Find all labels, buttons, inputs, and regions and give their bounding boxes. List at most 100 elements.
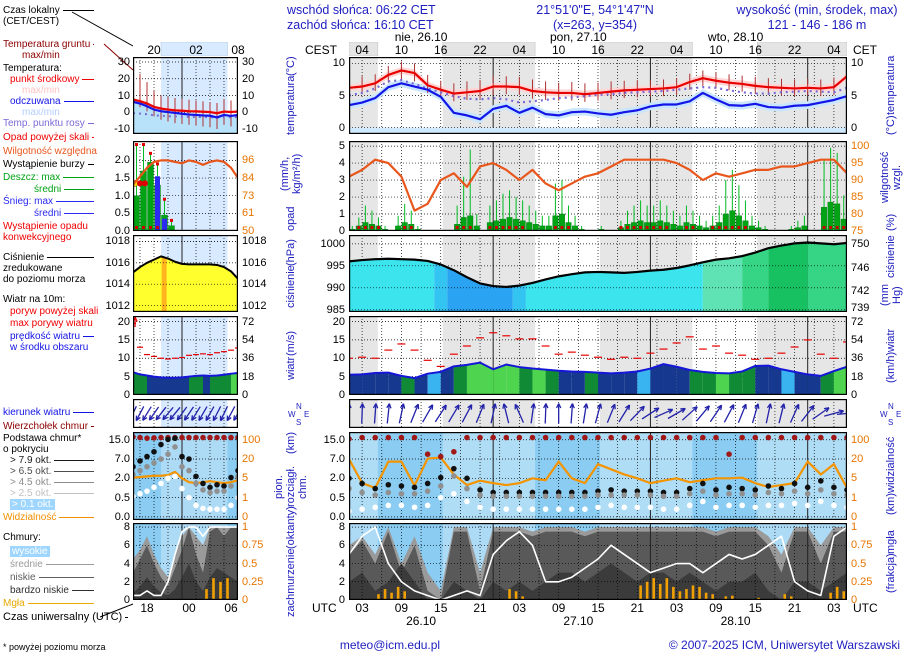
axis-tick: 6 <box>123 539 130 552</box>
altitude-info: wysokość (min, środek, max) 121 - 146 - … <box>728 3 906 33</box>
axis-tick: 20 <box>242 72 255 85</box>
sidebar-label: bardzo niskie <box>10 585 94 596</box>
hour-label-utc: 15 <box>591 601 605 615</box>
sidebar-label: Wystąpienie opadu <box>3 221 88 232</box>
mini-time-header-strip <box>133 42 238 56</box>
contact-email-wrap: meteo@icm.edu.pl <box>310 638 470 652</box>
sidebar-label: > 7.9 okt. <box>10 455 94 466</box>
axis-tick: 0.5 <box>242 557 258 570</box>
mini-precipitation-panel <box>133 141 238 231</box>
hour-label-cest: 04 <box>512 43 527 57</box>
axis-tick: 8 <box>338 521 345 534</box>
axis-tick: 72 <box>851 315 864 328</box>
mini-wind-direction-panel <box>133 399 238 428</box>
axis-tick: 1016 <box>242 256 267 269</box>
time-header-strip <box>349 42 847 56</box>
axis-tick: 7.0 <box>329 453 345 466</box>
sidebar-label: (CET/CEST) <box>3 16 60 27</box>
hour-label-utc: 03 <box>512 601 527 615</box>
day-label: nie, 26.10 <box>394 30 448 44</box>
tz-label-utc-right: UTC <box>853 601 878 615</box>
tz-label-cet: CET <box>853 43 877 57</box>
main-precipitation-panel <box>349 141 847 231</box>
sidebar-label: Temperatura: <box>3 63 62 74</box>
sidebar-label: > 4.5 okt. <box>10 477 94 488</box>
axis-tick: 990 <box>326 281 345 294</box>
axis-tick: 85 <box>851 191 864 204</box>
axis-tick: -10 <box>242 122 258 135</box>
axis-tick: 0.5 <box>114 207 130 220</box>
axis-tick: 10 <box>332 57 345 70</box>
axis-tick: 0 <box>123 106 130 119</box>
hour-label-utc: 09 <box>709 601 723 615</box>
axis-tick: 84 <box>242 172 255 185</box>
location-info: 21°51'0"E, 54°1'47"N (x=263, y=354) <box>500 3 690 33</box>
sidebar-label: średni <box>34 184 94 195</box>
axis-title: (km/h) wiatr <box>885 328 897 383</box>
hour-label-cest: 16 <box>434 43 448 57</box>
axis-tick: 20 <box>851 453 864 466</box>
hour-label-cest: 04 <box>355 43 369 57</box>
hour-label-cest: 04 <box>669 43 684 57</box>
axis-title: (km) widzialność <box>885 436 897 516</box>
axis-title: (frakcja) mgła <box>885 529 897 594</box>
axis-tick: 742 <box>851 284 870 297</box>
main-temperature-panel <box>349 57 847 134</box>
sidebar-label: > 6.5 okt. <box>10 466 94 477</box>
sidebar-label: Opad powyżej skali <box>3 132 94 143</box>
main-cloudbase-visibility-panel <box>349 432 847 520</box>
axis-tick: 0 <box>338 389 345 401</box>
axis-tick: 73 <box>242 189 255 202</box>
day-label: wto, 28.10 <box>707 30 764 44</box>
sidebar-label: do poziomu morza <box>3 274 86 285</box>
axis-tick: 15.0 <box>323 433 345 446</box>
axis-tick: 4 <box>123 557 130 570</box>
axis-tick: -10 <box>114 122 130 135</box>
axis-tick: 0 <box>851 389 858 401</box>
axis-tick: 2 <box>123 575 130 588</box>
axis-tick: 739 <box>851 302 870 315</box>
axis-tick: 5 <box>851 89 858 102</box>
axis-tick: 0.5 <box>851 557 867 570</box>
mini-hour-label-utc: 00 <box>182 601 196 615</box>
sidebar-label: Temperatura gruntu <box>3 39 94 50</box>
copyright-text: © 2007-2025 ICM, Uniwersytet Warszawski <box>668 638 900 652</box>
mini-hour-label-utc: 18 <box>140 601 154 615</box>
axis-tick: 0 <box>338 225 345 237</box>
axis-tick: 5 <box>242 472 249 485</box>
sidebar-label: Czas lokalny <box>3 5 94 16</box>
axis-tick: 1000 <box>320 237 345 250</box>
contact-email-link[interactable]: meteo@icm.edu.pl <box>339 638 441 652</box>
sidebar-label: kierunek wiatru <box>3 407 94 418</box>
day-label: pon, 27.10 <box>549 30 607 44</box>
axis-tick: 5 <box>338 89 345 102</box>
axis-tick: 1012 <box>105 299 130 312</box>
hour-label-utc: 21 <box>473 601 487 615</box>
hour-label-cest: 10 <box>709 43 723 57</box>
axis-tick: 10 <box>332 352 345 365</box>
axis-tick: 0 <box>123 594 130 606</box>
sun-info: wschód słońca: 06:22 CET zachód słońca: … <box>287 3 436 33</box>
hour-label-cest: 22 <box>787 43 802 57</box>
sidebar-label: prędkość wiatru <box>10 331 94 342</box>
axis-tick: 746 <box>851 261 870 274</box>
axis-title: (mm Hg) ciśnienie <box>879 235 903 306</box>
axis-title: (%) wilgotność wzgl. <box>879 151 903 231</box>
axis-tick: 0 <box>242 594 249 606</box>
axis-tick: 0.0 <box>329 510 345 523</box>
sidebar-label: > 2.5 okt. <box>10 488 94 499</box>
axis-tick: 0.5 <box>329 491 345 504</box>
tz-label-utc-left: UTC <box>312 601 337 615</box>
hour-label-utc: 03 <box>827 601 841 615</box>
axis-tick: 0 <box>851 510 858 523</box>
altitude-label: wysokość (min, środek, max) <box>736 3 898 17</box>
sidebar-label: Ciśnienie <box>3 252 94 263</box>
mini-cloudcover-panel <box>133 523 238 600</box>
hour-label-utc: 15 <box>434 601 448 615</box>
axis-tick: 0 <box>242 389 249 401</box>
sidebar-label: o pokryciu <box>3 444 49 455</box>
axis-tick: 0.75 <box>851 539 873 552</box>
axis-tick: 750 <box>851 238 870 251</box>
